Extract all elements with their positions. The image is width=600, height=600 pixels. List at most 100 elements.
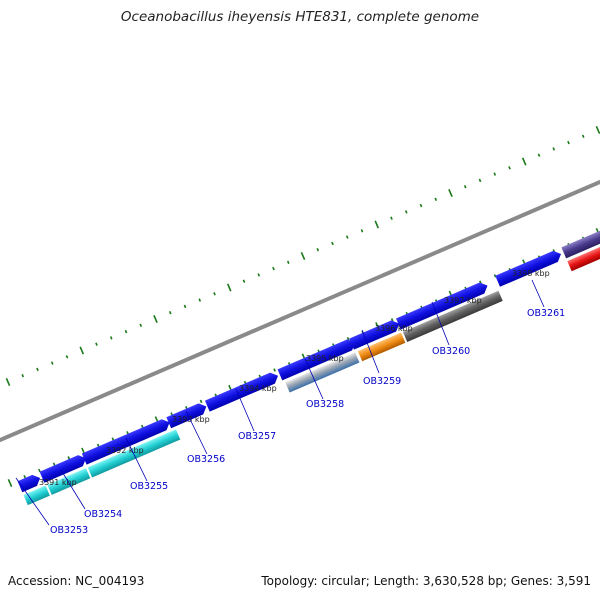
minor-tick bbox=[273, 368, 276, 372]
major-tick bbox=[300, 251, 306, 261]
minor-tick bbox=[508, 166, 511, 170]
kbp-label: 3395 kbp bbox=[306, 354, 344, 363]
minor-tick bbox=[139, 323, 143, 327]
gene-leader-lines bbox=[15, 279, 545, 526]
major-tick bbox=[5, 377, 11, 387]
minor-tick bbox=[96, 443, 100, 448]
kbp-label: 3398 kbp bbox=[512, 269, 550, 278]
major-tick bbox=[521, 157, 527, 166]
leader-OB3255 bbox=[125, 437, 148, 482]
minor-tick bbox=[183, 304, 187, 309]
minor-tick bbox=[316, 248, 320, 252]
minor-tick bbox=[390, 216, 393, 220]
gene-OB3253-feature[interactable] bbox=[23, 485, 50, 506]
outer-tick-ring bbox=[5, 125, 600, 387]
map-title: Oceanobacillus iheyensis HTE831, complet… bbox=[120, 9, 480, 25]
minor-tick bbox=[346, 336, 350, 341]
minor-tick bbox=[21, 374, 25, 378]
leader-OB3258 bbox=[304, 358, 324, 400]
major-tick bbox=[448, 188, 453, 198]
leader-OB3260 bbox=[431, 301, 450, 346]
gene-OB3258-feature[interactable] bbox=[285, 352, 360, 393]
gene-label-OB3255[interactable]: OB3255 bbox=[130, 481, 168, 492]
minor-tick bbox=[463, 185, 467, 189]
gene-label-OB3256[interactable]: OB3256 bbox=[187, 454, 225, 465]
gene-labels: OB3253 OB3254 OB3255 OB3256 OB3257 OB325… bbox=[50, 308, 565, 536]
leader-OB3254 bbox=[60, 469, 86, 510]
minor-tick bbox=[213, 292, 216, 296]
kbp-label: 3394 kbp bbox=[239, 384, 277, 393]
minor-tick bbox=[124, 329, 128, 334]
gene-OB3260-feature[interactable] bbox=[402, 290, 503, 342]
kbp-labels: 3391 kbp 3392 kbp 3393 kbp 3394 kbp 3395… bbox=[39, 269, 550, 487]
kbp-label: 3391 kbp bbox=[39, 478, 77, 487]
forward-gene-arrow[interactable] bbox=[81, 417, 172, 465]
minor-tick bbox=[419, 203, 423, 208]
leader-OB3261 bbox=[531, 279, 545, 308]
gene-label-OB3259[interactable]: OB3259 bbox=[363, 376, 401, 387]
minor-tick bbox=[434, 197, 438, 201]
minor-tick bbox=[109, 336, 113, 340]
major-tick bbox=[226, 283, 232, 292]
leader-OB3256 bbox=[185, 410, 208, 455]
minor-tick bbox=[65, 355, 69, 359]
forward-gene-arrow[interactable] bbox=[277, 337, 358, 381]
genome-summary: Topology: circular; Length: 3,630,528 bp… bbox=[261, 574, 591, 588]
forward-gene-arrow[interactable] bbox=[39, 453, 89, 483]
minor-tick bbox=[38, 468, 41, 473]
extra-purple-gene[interactable] bbox=[561, 207, 600, 259]
minor-tick bbox=[404, 210, 408, 214]
minor-tick bbox=[331, 241, 334, 246]
forward-gene-arrow[interactable] bbox=[204, 370, 280, 412]
minor-tick bbox=[567, 140, 570, 145]
accession-label: Accession: NC_004193 bbox=[8, 574, 145, 588]
genome-backbone bbox=[0, 180, 600, 442]
gene-OB3255-feature[interactable] bbox=[87, 429, 181, 478]
forward-gene-arrow[interactable] bbox=[166, 401, 208, 429]
major-tick bbox=[374, 220, 380, 229]
minor-tick bbox=[111, 437, 115, 441]
leader-OB3259 bbox=[361, 329, 380, 374]
gene-label-OB3260[interactable]: OB3260 bbox=[432, 346, 470, 357]
minor-tick bbox=[493, 274, 497, 278]
minor-tick bbox=[23, 474, 27, 479]
kbp-label: 3392 kbp bbox=[106, 446, 144, 455]
kbp-label: 3396 kbp bbox=[375, 324, 413, 333]
leader-OB3257 bbox=[235, 388, 255, 432]
gene-label-OB3257[interactable]: OB3257 bbox=[238, 431, 276, 442]
minor-tick bbox=[272, 266, 275, 271]
major-tick bbox=[595, 125, 600, 135]
gene-OB3254-feature[interactable] bbox=[47, 468, 91, 495]
forward-gene-arrow[interactable] bbox=[396, 280, 490, 330]
feature-track bbox=[23, 220, 600, 506]
minor-tick bbox=[52, 462, 56, 466]
minor-tick bbox=[50, 361, 54, 365]
kbp-label: 3393 kbp bbox=[172, 415, 210, 424]
forward-gene-arrow[interactable] bbox=[495, 249, 563, 287]
gene-OB3259-feature[interactable] bbox=[357, 332, 406, 362]
gene-label-OB3254[interactable]: OB3254 bbox=[84, 509, 122, 520]
extra-red-feature[interactable] bbox=[567, 220, 600, 272]
minor-tick bbox=[552, 147, 556, 151]
leader-OB3253 bbox=[15, 477, 50, 526]
major-tick bbox=[79, 346, 85, 355]
minor-tick bbox=[478, 178, 482, 183]
minor-tick bbox=[199, 399, 203, 404]
minor-tick bbox=[537, 153, 541, 157]
minor-tick bbox=[242, 279, 246, 283]
minor-tick bbox=[390, 318, 394, 322]
kbp-label: 3397 kbp bbox=[444, 296, 482, 305]
minor-tick bbox=[581, 134, 585, 138]
gene-label-OB3261[interactable]: OB3261 bbox=[527, 308, 565, 319]
minor-tick bbox=[198, 298, 202, 302]
major-tick bbox=[153, 314, 158, 324]
gene-label-OB3258[interactable]: OB3258 bbox=[306, 399, 344, 410]
minor-tick bbox=[95, 342, 98, 346]
minor-tick bbox=[286, 260, 290, 264]
forward-gene-arrow[interactable] bbox=[349, 318, 402, 350]
gene-label-OB3253[interactable]: OB3253 bbox=[50, 525, 88, 536]
minor-tick bbox=[67, 456, 71, 460]
minor-tick bbox=[168, 311, 172, 315]
forward-strand-track bbox=[17, 207, 600, 493]
